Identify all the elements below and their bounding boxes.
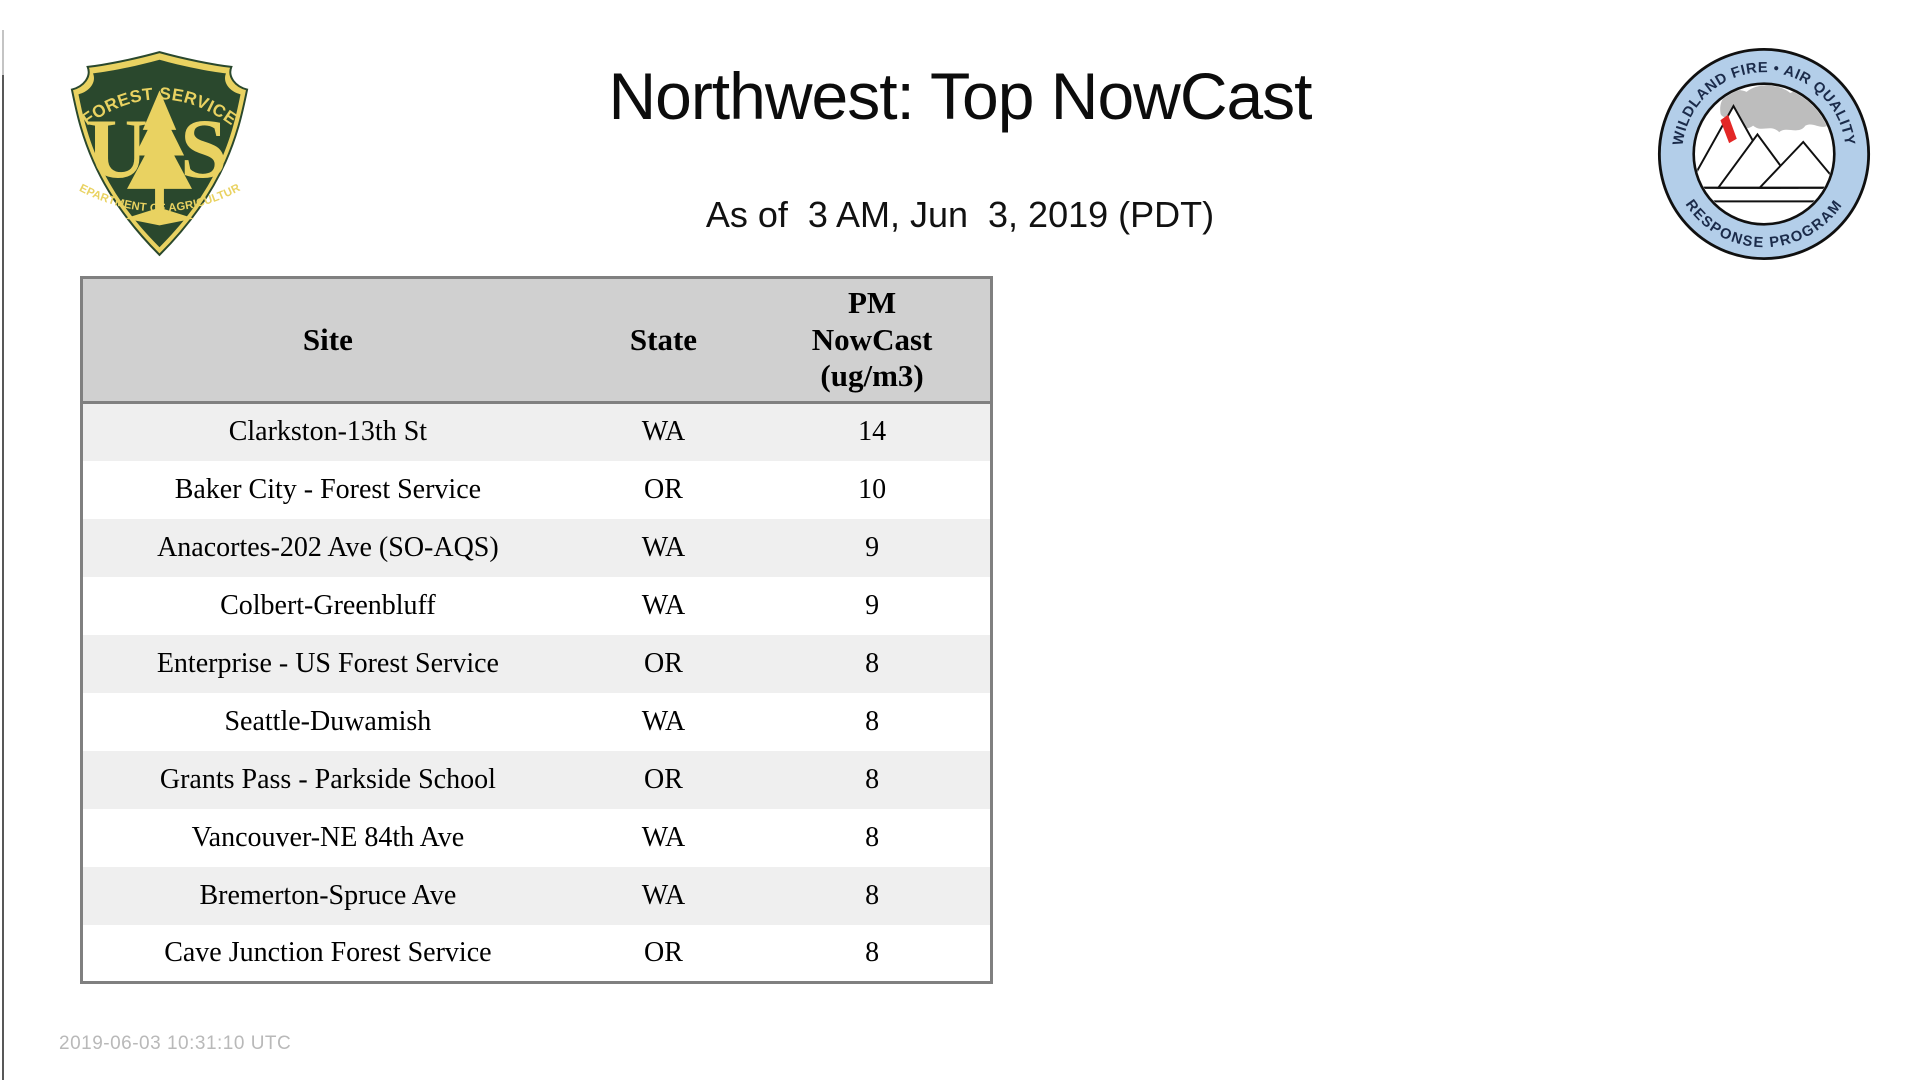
value-cell: 8 bbox=[865, 705, 880, 737]
value-cell: 9 bbox=[865, 589, 880, 621]
site-cell: Vancouver-NE 84th Ave bbox=[191, 821, 465, 853]
site-cell: Grants Pass - Parkside School bbox=[159, 763, 496, 795]
nowcast-table-header: Site State PM NowCast (ug/m3) bbox=[81, 277, 992, 403]
screen-edge-artifact-light bbox=[2, 30, 4, 75]
value-cell: 8 bbox=[865, 763, 880, 795]
value-cell: 8 bbox=[865, 936, 880, 968]
value-cell: 10 bbox=[858, 473, 887, 505]
wildland-fire-air-quality-icon: WILDLAND FIRE • AIR QUALITY RESPONSE PRO… bbox=[1657, 47, 1871, 261]
page-title: Northwest: Top NowCast bbox=[608, 59, 1312, 133]
value-cell: 8 bbox=[865, 647, 880, 679]
value-cell: 8 bbox=[865, 821, 880, 853]
value-cell: 8 bbox=[865, 879, 880, 911]
state-cell: WA bbox=[641, 879, 686, 911]
table-row: Bremerton-Spruce Ave WA 8 bbox=[81, 866, 992, 925]
site-cell: Clarkston-13th St bbox=[228, 416, 428, 448]
column-header-site: Site bbox=[302, 321, 353, 357]
table-row: Seattle-Duwamish WA 8 bbox=[81, 692, 992, 751]
column-header-state: State bbox=[629, 321, 698, 357]
column-header-pm-nowcast: PM NowCast (ug/m3) bbox=[811, 285, 933, 394]
value-cell: 14 bbox=[858, 416, 887, 448]
table-row: Anacortes-202 Ave (SO-AQS) WA 9 bbox=[81, 518, 992, 577]
screen-edge-artifact-dark bbox=[2, 75, 4, 1080]
state-cell: WA bbox=[641, 416, 686, 448]
site-cell: Baker City - Forest Service bbox=[174, 473, 482, 505]
site-cell: Bremerton-Spruce Ave bbox=[199, 879, 457, 911]
forest-service-shield-icon: FOREST SERVICE U S DEPARTMENT OF AGRICUL… bbox=[62, 40, 249, 257]
state-cell: OR bbox=[644, 647, 683, 679]
table-row: Enterprise - US Forest Service OR 8 bbox=[81, 634, 992, 693]
nowcast-table: Site State PM NowCast (ug/m3) Clarkston-… bbox=[80, 276, 993, 984]
state-cell: OR bbox=[644, 936, 683, 968]
fs-monogram-s: S bbox=[180, 103, 227, 196]
forest-service-logo: FOREST SERVICE U S DEPARTMENT OF AGRICUL… bbox=[62, 40, 253, 260]
site-cell: Enterprise - US Forest Service bbox=[156, 647, 499, 679]
site-cell: Colbert-Greenbluff bbox=[220, 589, 436, 621]
state-cell: OR bbox=[644, 763, 683, 795]
table-row: Clarkston-13th St WA 14 bbox=[81, 402, 992, 461]
state-cell: OR bbox=[644, 473, 683, 505]
state-cell: WA bbox=[641, 531, 686, 563]
table-row: Vancouver-NE 84th Ave WA 8 bbox=[81, 808, 992, 867]
table-row: Colbert-Greenbluff WA 9 bbox=[81, 576, 992, 635]
site-cell: Cave Junction Forest Service bbox=[164, 936, 492, 968]
value-cell: 9 bbox=[865, 531, 880, 563]
table-row: Grants Pass - Parkside School OR 8 bbox=[81, 750, 992, 809]
site-cell: Seattle-Duwamish bbox=[224, 705, 432, 737]
pine-tree-icon bbox=[125, 90, 194, 226]
wfaqrp-logo: WILDLAND FIRE • AIR QUALITY RESPONSE PRO… bbox=[1655, 45, 1873, 263]
site-cell: Anacortes-202 Ave (SO-AQS) bbox=[157, 531, 499, 563]
fire-mark-icon bbox=[1720, 114, 1737, 144]
state-cell: WA bbox=[641, 589, 686, 621]
table-row: Cave Junction Forest Service OR 8 bbox=[81, 924, 992, 983]
table-row: Baker City - Forest Service OR 10 bbox=[81, 460, 992, 519]
page-subtitle: As of 3 AM, Jun 3, 2019 (PDT) bbox=[705, 194, 1215, 235]
state-cell: WA bbox=[641, 705, 686, 737]
state-cell: WA bbox=[641, 821, 686, 853]
footer-timestamp: 2019-06-03 10:31:10 UTC bbox=[59, 1033, 292, 1054]
